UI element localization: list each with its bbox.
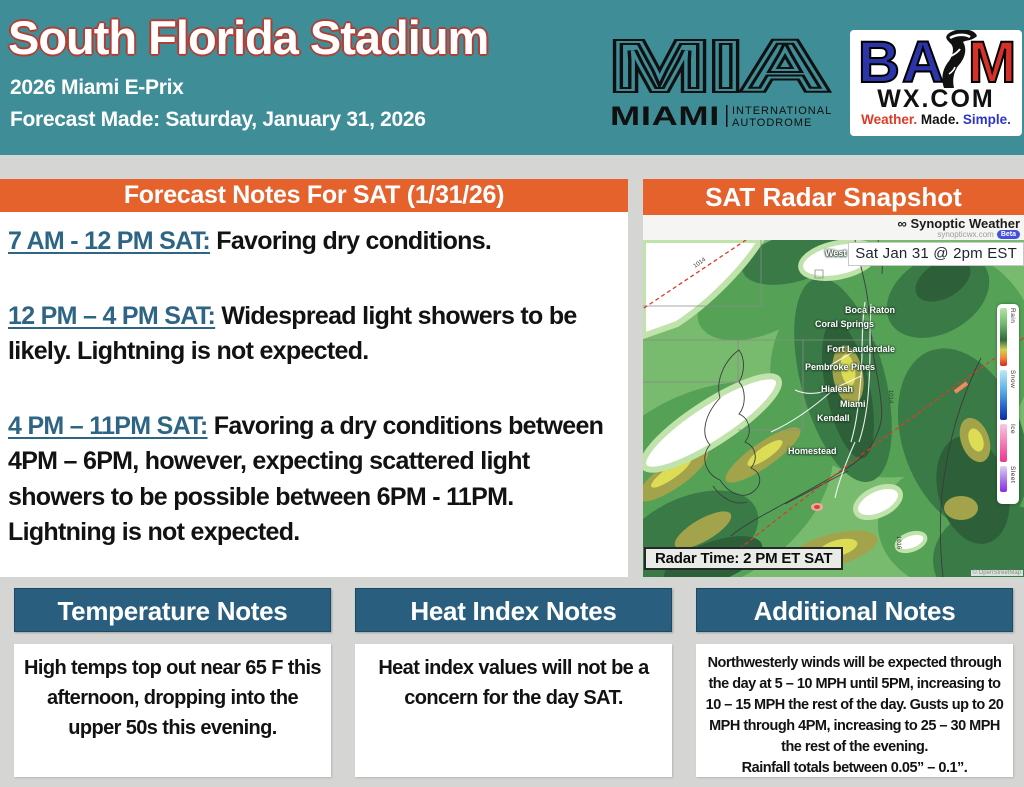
tornado-icon — [942, 30, 977, 88]
osm-attribution[interactable]: © OpenStreetMap — [970, 570, 1023, 576]
additional-notes-text: Northwesterly winds will be expected thr… — [696, 644, 1013, 777]
note-text: Favoring a dry conditions between 4PM – … — [8, 411, 604, 547]
forecast-made-line: Forecast Made: Saturday, January 31, 202… — [10, 108, 426, 131]
heat-index-notes-panel: Heat Index Notes Heat index values will … — [355, 588, 672, 778]
forecast-note: 7 AM - 12 PM SAT: Favoring dry condition… — [8, 224, 620, 260]
bam-tagline: Weather. Made. Simple. — [850, 112, 1022, 127]
mia-autodrome-logo: MIA MIA MIAMI INTERNATIONAL AUTODROME — [608, 32, 832, 131]
note-time-range: 7 AM - 12 PM SAT: — [8, 227, 211, 255]
ice-colorbar — [1000, 424, 1007, 462]
city-label-coral-springs: Coral Springs — [815, 319, 875, 329]
temperature-notes-header: Temperature Notes — [14, 588, 331, 632]
bamwx-logo: B A M WX.COM Weather. Made. Simple. — [850, 30, 1022, 136]
snow-label: Snow — [1009, 370, 1016, 389]
mia-letters-outline: MIA — [610, 32, 828, 105]
radar-precip-graphic: 1014 1014 1016 — [643, 240, 1024, 577]
ice-label: Ice — [1009, 424, 1016, 435]
bam-letters: B A M — [850, 30, 1022, 96]
bam-letter-m: M — [968, 30, 1016, 90]
bam-domain: WX.COM — [877, 85, 995, 113]
city-label-homestead: Homestead — [788, 446, 837, 456]
mia-sub2: AUTODROME — [732, 117, 812, 129]
radar-section: SAT Radar Snapshot ∞ Synoptic Weather sy… — [643, 179, 1024, 577]
city-label-miami: Miami — [840, 399, 866, 409]
mia-sub1: INTERNATIONAL — [732, 105, 832, 117]
top-banner: South Florida Stadium 2026 Miami E-Prix … — [0, 0, 1024, 155]
mia-name: MIAMI — [610, 101, 720, 131]
sleet-colorbar — [1000, 466, 1007, 492]
rainfall-notes: Rainfall totals between 0.05” – 0.1”. — [741, 760, 968, 777]
heat-index-notes-text: Heat index values will not be a concern … — [355, 644, 672, 777]
legend-ice: Ice — [1000, 424, 1019, 462]
roads — [770, 301, 872, 499]
additional-notes-panel: Additional Notes Northwesterly winds wil… — [696, 588, 1013, 778]
svg-text:1014: 1014 — [887, 390, 893, 404]
city-label-hialeah: Hialeah — [821, 384, 854, 394]
coastline — [704, 240, 982, 577]
legend-rain: Rain — [1000, 308, 1019, 366]
legend-sleet: Sleet — [1000, 466, 1019, 492]
note-text: Widespread light showers to be likely. L… — [8, 301, 577, 366]
rain-colorbar — [1000, 308, 1007, 366]
mia-divider — [726, 105, 728, 127]
event-subtitle: 2026 Miami E-Prix — [10, 76, 184, 99]
county-borders — [643, 240, 875, 431]
bam-letter-b: B — [858, 30, 900, 90]
additional-notes-header: Additional Notes — [696, 588, 1013, 632]
heat-index-notes-header: Heat Index Notes — [355, 588, 672, 632]
radar-header: SAT Radar Snapshot — [643, 179, 1024, 215]
bam-tagline-simple: Simple. — [962, 112, 1011, 127]
synoptic-name: ∞ Synoptic Weather — [898, 217, 1020, 230]
forecast-notes-section: Forecast Notes For SAT (1/31/26) 7 AM - … — [0, 179, 628, 577]
infinity-icon: ∞ — [897, 215, 907, 231]
synoptic-brand-text: Synoptic Weather — [910, 215, 1020, 231]
bam-letter-a: A — [902, 30, 944, 90]
svg-text:1016: 1016 — [895, 536, 901, 550]
mia-letters-inner: MIA — [610, 32, 828, 105]
rain-label: Rain — [1009, 308, 1016, 324]
temperature-notes-text: High temps top out near 65 F this aftern… — [14, 644, 331, 777]
precip-type-legend: Rain Snow Ice Sleet — [997, 304, 1019, 504]
synoptic-weather-brand: ∞ Synoptic Weather synopticwx.com Beta — [643, 215, 1024, 240]
bam-tagline-made: Made. — [920, 112, 960, 127]
note-text: Favoring dry conditions. — [210, 227, 492, 255]
heavy-cell — [811, 503, 823, 511]
city-label-pembroke-pines: Pembroke Pines — [805, 362, 876, 372]
forecast-note: 4 PM – 11PM SAT: Favoring a dry conditio… — [8, 409, 620, 551]
forecast-notes-header: Forecast Notes For SAT (1/31/26) — [0, 179, 628, 212]
synoptic-site-line: synopticwx.com Beta — [937, 229, 1020, 239]
city-label-fort-lauderdale: Fort Lauderdale — [827, 344, 896, 354]
forecast-note: 12 PM – 4 PM SAT: Widespread light showe… — [8, 299, 620, 370]
bam-tagline-weather: Weather. — [861, 112, 918, 127]
dashed-boundaries — [643, 240, 1024, 563]
note-time-range: 4 PM – 11PM SAT: — [8, 411, 208, 440]
radar-map[interactable]: 1014 1014 1016 West Palm Be Boca Raton C… — [643, 240, 1024, 577]
beta-badge: Beta — [996, 229, 1020, 239]
page-title: South Florida Stadium — [8, 11, 489, 64]
boundary-highlight — [953, 381, 969, 394]
wind-notes: Northwesterly winds will be expected thr… — [705, 655, 1004, 756]
temperature-notes-panel: Temperature Notes High temps top out nea… — [14, 588, 331, 778]
legend-snow: Snow — [1000, 370, 1019, 420]
map-timestamp: Sat Jan 31 @ 2pm EST — [848, 242, 1024, 266]
note-time-range: 12 PM – 4 PM SAT: — [8, 301, 216, 330]
radar-time-label: Radar Time: 2 PM ET SAT — [644, 547, 844, 570]
forecast-notes-body: 7 AM - 12 PM SAT: Favoring dry condition… — [0, 212, 628, 577]
city-label-boca-raton: Boca Raton — [845, 305, 896, 315]
sleet-label: Sleet — [1009, 466, 1016, 484]
city-label-kendall: Kendall — [817, 413, 850, 423]
snow-colorbar — [1000, 370, 1007, 420]
synoptic-site[interactable]: synopticwx.com — [937, 229, 994, 239]
